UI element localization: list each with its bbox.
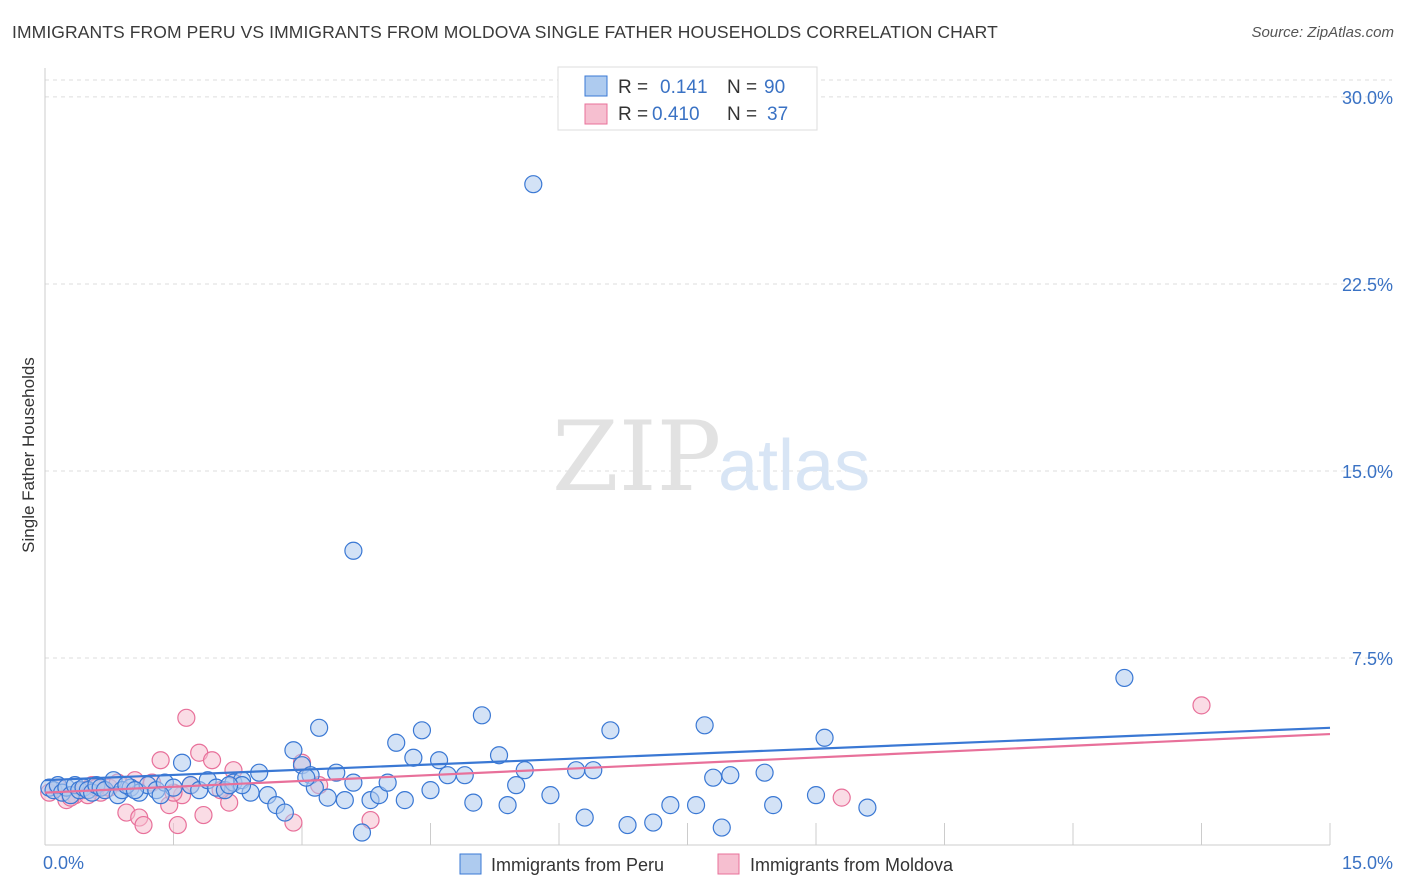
trend-line-moldova <box>44 732 1331 794</box>
peru-point-67 <box>584 761 603 780</box>
peru-point-52 <box>412 721 432 740</box>
moldova-point-18 <box>177 708 196 727</box>
moldova-point-21 <box>194 805 213 825</box>
bottom-legend: Immigrants from Peru Immigrants from Mol… <box>459 853 954 875</box>
peru-point-51 <box>404 748 423 767</box>
peru-point-74 <box>704 768 723 787</box>
y-tick-label-2: 22.5% <box>1342 275 1393 295</box>
peru-point-87 <box>125 781 145 800</box>
peru-point-64 <box>541 786 560 805</box>
peru-point-44 <box>344 773 363 792</box>
peru-point-47 <box>370 786 389 805</box>
peru-point-71 <box>661 796 680 815</box>
grid-lines <box>45 79 1392 659</box>
bottom-legend-label-moldova: Immigrants from Moldova <box>750 855 954 875</box>
peru-point-80 <box>815 728 834 747</box>
peru-point-35 <box>275 803 294 822</box>
watermark-atlas: atlas <box>718 426 870 506</box>
peru-point-75 <box>712 818 731 837</box>
peru-point-69 <box>618 815 637 835</box>
y-axis-label: Single Father Households <box>19 357 38 553</box>
legend-r-label-moldova: R = <box>618 104 648 125</box>
peru-point-58 <box>472 706 491 725</box>
moldova-point-29 <box>361 810 380 830</box>
peru-point-82 <box>1115 668 1134 688</box>
moldova-point-31 <box>1192 696 1211 715</box>
peru-point-66 <box>575 808 594 827</box>
peru-point-50 <box>395 791 414 810</box>
peru-point-76 <box>721 766 740 785</box>
peru-point-56 <box>455 766 474 785</box>
peru-point-61 <box>507 776 526 795</box>
peru-point-49 <box>387 733 406 752</box>
bottom-legend-swatch-moldova <box>717 853 740 875</box>
legend-n-label-moldova: N = <box>727 104 757 125</box>
peru-point-72 <box>686 796 706 815</box>
moldova-point-12 <box>134 815 153 835</box>
legend-n-value-moldova: 37 <box>767 104 788 125</box>
peru-point-63 <box>524 175 543 194</box>
trend-lines <box>44 726 1331 794</box>
legend-n-label-peru: N = <box>727 77 757 98</box>
peru-point-36 <box>284 741 303 760</box>
legend-swatch-peru <box>584 75 608 97</box>
moldova-point-22 <box>202 751 222 770</box>
bottom-legend-label-peru: Immigrants from Peru <box>491 855 664 875</box>
moldova-point-16 <box>168 815 187 835</box>
legend-box: R = 0.141 N = 90 R = 0.410 N = 37 <box>557 66 818 131</box>
legend-r-label-peru: R = <box>618 77 648 98</box>
peru-point-79 <box>806 786 826 805</box>
chart-title: IMMIGRANTS FROM PERU VS IMMIGRANTS FROM … <box>12 22 998 42</box>
peru-point-77 <box>755 763 774 782</box>
trend-line-peru <box>44 726 1331 782</box>
peru-point-59 <box>489 746 509 765</box>
peru-point-65 <box>567 761 586 780</box>
y-tick-label-1: 15.0% <box>1342 462 1393 482</box>
legend-r-value-peru: 0.141 <box>660 77 708 98</box>
watermark-zip: ZIP <box>552 401 721 513</box>
y-tick-label-3: 30.0% <box>1342 88 1393 108</box>
tick-labels: 7.5% 15.0% 22.5% 30.0% 0.0% 15.0% <box>43 88 1393 873</box>
legend-n-value-peru: 90 <box>764 77 785 98</box>
peru-point-78 <box>764 796 783 815</box>
peru-point-70 <box>644 813 663 832</box>
peru-point-68 <box>601 721 620 740</box>
peru-point-89 <box>297 768 316 787</box>
peru-point-48 <box>378 773 397 792</box>
y-tick-label-0: 7.5% <box>1352 649 1393 669</box>
peru-point-54 <box>429 751 449 770</box>
peru-point-43 <box>335 791 354 810</box>
peru-point-41 <box>318 788 337 807</box>
source-credit: Source: ZipAtlas.com <box>1251 24 1394 41</box>
peru-point-53 <box>421 781 440 800</box>
peru-point-81 <box>858 798 877 817</box>
moldova-point-30 <box>832 788 851 807</box>
peru-point-85 <box>151 786 170 805</box>
peru-point-83 <box>344 541 363 560</box>
peru-point-60 <box>498 796 517 815</box>
legend-swatch-moldova <box>584 103 608 125</box>
peru-point-40 <box>310 718 329 737</box>
legend-r-value-moldova: 0.410 <box>652 104 700 125</box>
bottom-legend-swatch-peru <box>459 853 482 875</box>
peru-point-23 <box>172 753 192 772</box>
peru-point-57 <box>464 793 483 812</box>
x-tick-label-1: 15.0% <box>1342 853 1393 873</box>
peru-point-45 <box>352 823 372 842</box>
moldova-point-14 <box>151 751 170 770</box>
x-tick-label-0: 0.0% <box>43 853 84 873</box>
axes <box>44 68 1331 846</box>
peru-point-73 <box>695 716 714 735</box>
